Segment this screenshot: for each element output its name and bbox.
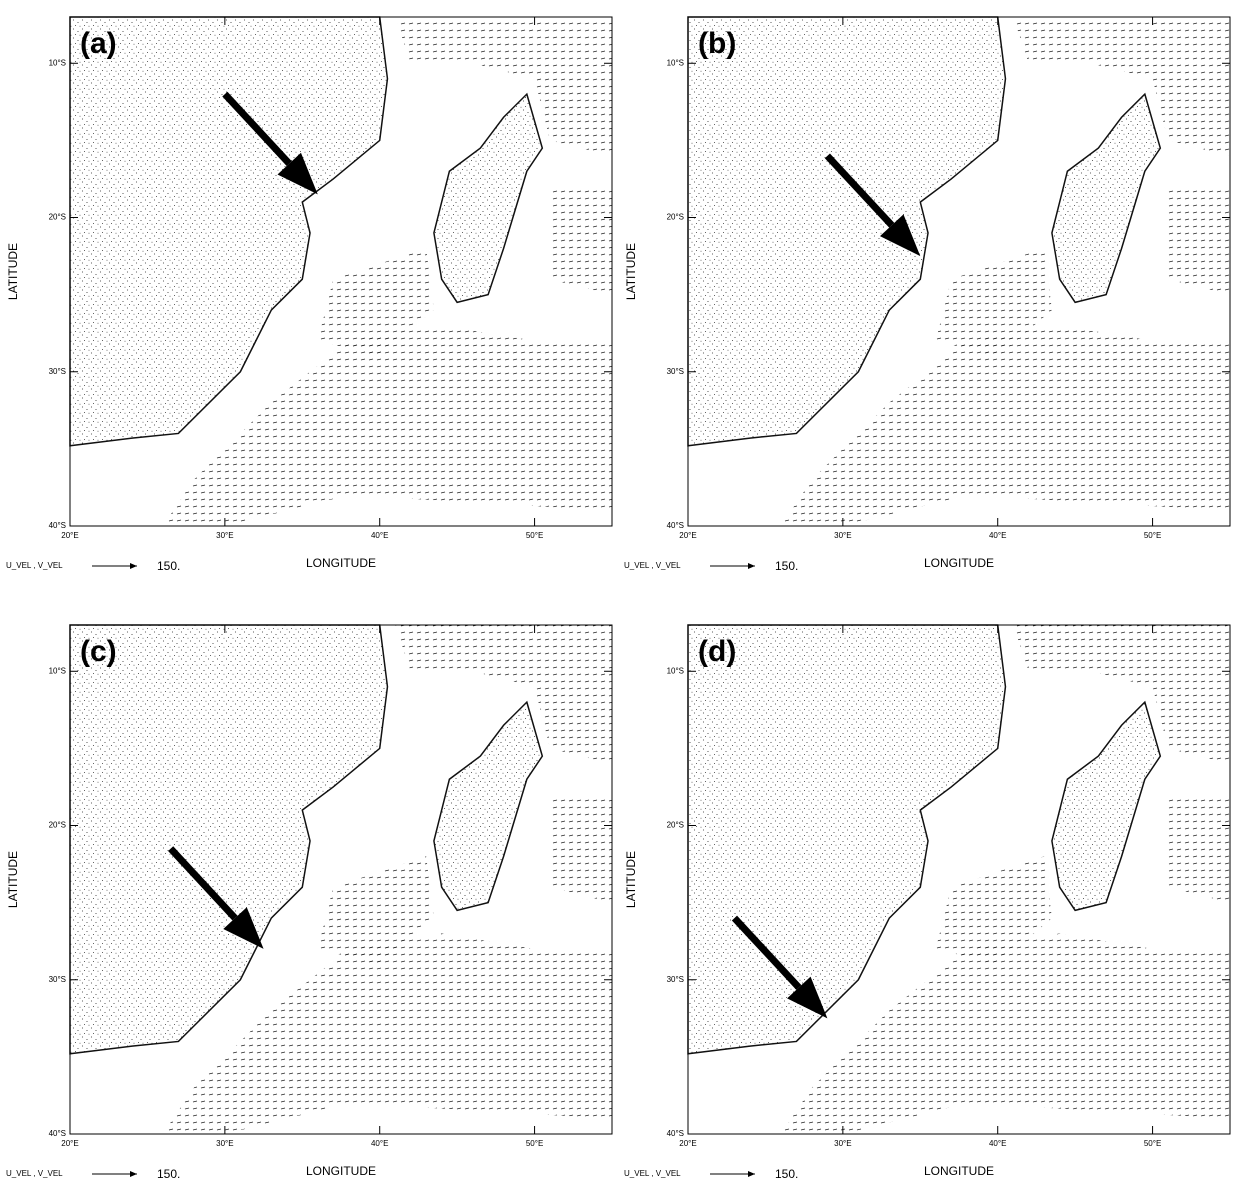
madagascar-land — [433, 700, 544, 912]
y-tick-label: 30°S — [667, 367, 684, 376]
pointer-shaft — [731, 915, 802, 990]
x-tick-label: 50°E — [526, 531, 543, 540]
y-tick-label: 40°S — [667, 1129, 684, 1138]
panel: 20°E 30°E 40°E 50°E 10°S 20°S 30°S 40°S (a) LONGI… — [6, 16, 613, 573]
velocity-field — [780, 933, 1230, 1134]
x-tick-label: 40°E — [989, 531, 1006, 540]
velocity-field — [317, 248, 434, 357]
x-tick-label: 50°E — [1144, 531, 1161, 540]
plot-frame — [687, 624, 1231, 1135]
panel-label: (d) — [698, 635, 736, 668]
velocity-field — [1013, 625, 1230, 764]
pointer-head — [880, 214, 921, 257]
x-tick-label: 40°E — [989, 1139, 1006, 1148]
madagascar-land — [1051, 92, 1162, 304]
reference-vector-label: 150. — [157, 1167, 180, 1181]
vector-label: U_VEL , V_VEL — [624, 1169, 681, 1178]
pointer-shaft — [168, 846, 238, 921]
panel-label: (b) — [698, 27, 736, 60]
velocity-field — [550, 186, 612, 295]
velocity-field — [1168, 794, 1230, 903]
y-tick-label: 10°S — [667, 58, 684, 67]
y-tick-label: 20°S — [667, 821, 684, 830]
panel: 20°E 30°E 40°E 50°E 10°S 20°S 30°S 40°S (b) LONGI… — [624, 16, 1231, 573]
plot-frame — [69, 624, 613, 1135]
y-tick-label: 10°S — [667, 666, 684, 675]
velocity-field — [935, 856, 1052, 965]
velocity-field — [395, 17, 612, 156]
velocity-field — [780, 325, 1230, 526]
madagascar-land — [1051, 700, 1162, 912]
x-tick-label: 40°E — [371, 1139, 388, 1148]
y-tick-label: 10°S — [49, 666, 66, 675]
velocity-field — [935, 248, 1052, 357]
x-tick-label: 30°E — [216, 1139, 233, 1148]
x-tick-label: 30°E — [216, 531, 233, 540]
x-tick-label: 20°E — [61, 531, 78, 540]
pointer-head — [277, 152, 318, 195]
velocity-field — [162, 325, 612, 526]
vector-label: U_VEL , V_VEL — [6, 1169, 63, 1178]
pointer-head — [787, 976, 828, 1019]
y-tick-label: 20°S — [667, 213, 684, 222]
africa-land — [687, 624, 1007, 1055]
reference-arrowhead — [748, 1171, 755, 1177]
panel: 20°E 30°E 40°E 50°E 10°S 20°S 30°S 40°S (c) LONGI… — [6, 624, 613, 1181]
y-tick-label: 20°S — [49, 213, 66, 222]
y-axis-label: LATITUDE — [624, 851, 638, 908]
pointer-shaft — [824, 153, 895, 228]
x-tick-label: 30°E — [834, 531, 851, 540]
y-tick-label: 40°S — [667, 521, 684, 530]
x-axis-label: LONGITUDE — [306, 556, 376, 570]
x-tick-label: 50°E — [526, 1139, 543, 1148]
x-tick-label: 20°E — [679, 1139, 696, 1148]
x-tick-label: 50°E — [1144, 1139, 1161, 1148]
x-axis-label: LONGITUDE — [924, 556, 994, 570]
x-tick-label: 20°E — [679, 531, 696, 540]
velocity-field — [317, 856, 434, 965]
reference-vector-label: 150. — [775, 559, 798, 573]
y-axis-label: LATITUDE — [6, 851, 20, 908]
y-tick-label: 10°S — [49, 58, 66, 67]
y-tick-label: 40°S — [49, 1129, 66, 1138]
y-tick-label: 20°S — [49, 821, 66, 830]
x-tick-label: 30°E — [834, 1139, 851, 1148]
x-axis-label: LONGITUDE — [924, 1164, 994, 1178]
reference-arrowhead — [748, 563, 755, 569]
vector-label: U_VEL , V_VEL — [624, 561, 681, 570]
y-axis-label: LATITUDE — [6, 243, 20, 300]
reference-vector-label: 150. — [775, 1167, 798, 1181]
africa-land — [687, 16, 1007, 447]
panel-label: (a) — [80, 27, 117, 60]
plot-frame — [687, 16, 1231, 527]
velocity-field — [162, 933, 612, 1134]
panel: 20°E 30°E 40°E 50°E 10°S 20°S 30°S 40°S (d) LONGI… — [624, 624, 1231, 1181]
reference-arrowhead — [130, 563, 137, 569]
x-tick-label: 40°E — [371, 531, 388, 540]
y-tick-label: 40°S — [49, 521, 66, 530]
madagascar-land — [433, 92, 544, 304]
velocity-field — [550, 794, 612, 903]
reference-arrowhead — [130, 1171, 137, 1177]
y-tick-label: 30°S — [667, 975, 684, 984]
panel-label: (c) — [80, 635, 117, 668]
africa-land — [69, 624, 389, 1055]
reference-vector-label: 150. — [157, 559, 180, 573]
y-tick-label: 30°S — [49, 975, 66, 984]
plot-frame — [69, 16, 613, 527]
velocity-field — [1013, 17, 1230, 156]
pointer-head — [223, 907, 264, 949]
vector-label: U_VEL , V_VEL — [6, 561, 63, 570]
velocity-field — [1168, 186, 1230, 295]
africa-land — [69, 16, 389, 447]
y-axis-label: LATITUDE — [624, 243, 638, 300]
velocity-field — [395, 625, 612, 764]
x-tick-label: 20°E — [61, 1139, 78, 1148]
x-axis-label: LONGITUDE — [306, 1164, 376, 1178]
pointer-shaft — [222, 91, 292, 166]
y-tick-label: 30°S — [49, 367, 66, 376]
